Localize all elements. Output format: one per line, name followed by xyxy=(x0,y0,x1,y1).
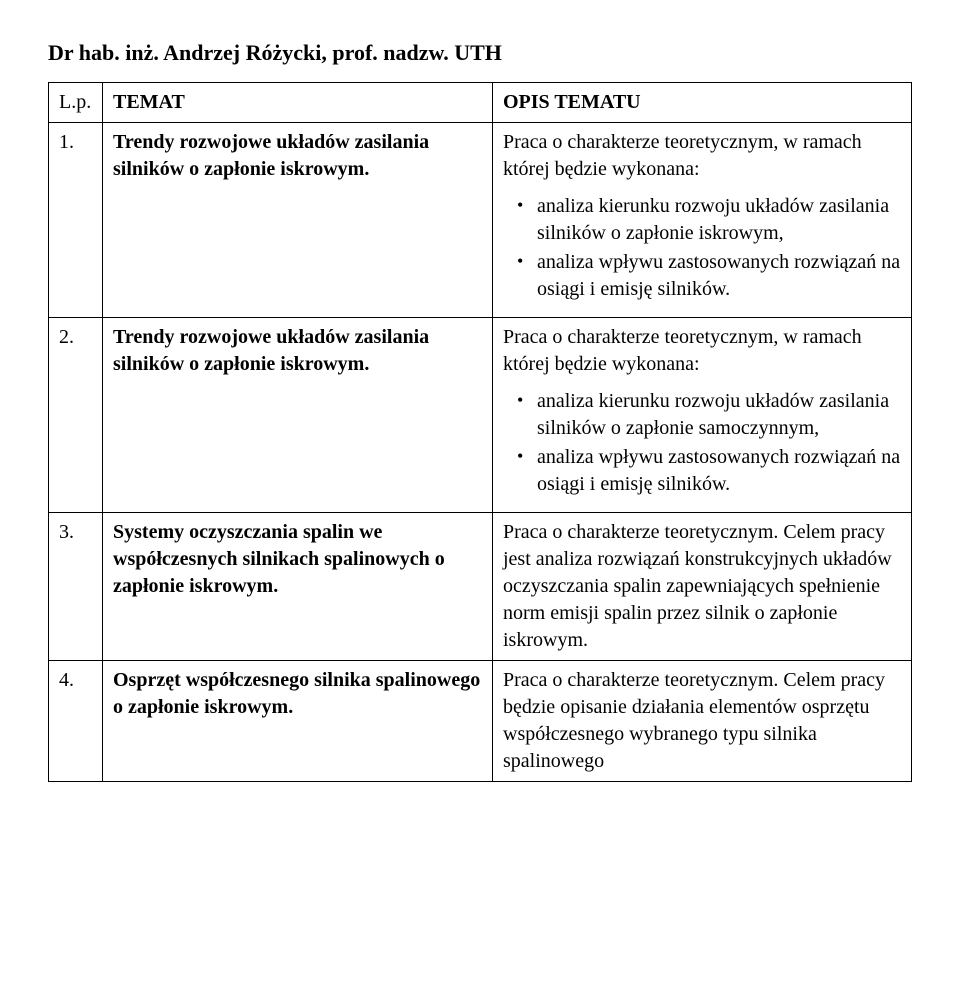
desc-intro: Praca o charakterze teoretycznym, w rama… xyxy=(503,324,901,378)
row-number: 2. xyxy=(49,318,103,513)
header-opis: OPIS TEMATU xyxy=(493,83,912,123)
bullet-item: analiza wpływu zastosowanych rozwiązań n… xyxy=(537,249,901,303)
header-temat: TEMAT xyxy=(103,83,493,123)
bullet-item: analiza wpływu zastosowanych rozwiązań n… xyxy=(537,444,901,498)
row-topic: Trendy rozwojowe układów zasilania silni… xyxy=(103,318,493,513)
row-description: Praca o charakterze teoretycznym, w rama… xyxy=(493,318,912,513)
header-lp: L.p. xyxy=(49,83,103,123)
row-number: 1. xyxy=(49,123,103,318)
author-name: Dr hab. inż. Andrzej Różycki, prof. nadz… xyxy=(48,40,912,66)
table-row: 2. Trendy rozwojowe układów zasilania si… xyxy=(49,318,912,513)
bullet-item: analiza kierunku rozwoju układów zasilan… xyxy=(537,193,901,247)
bullet-item: analiza kierunku rozwoju układów zasilan… xyxy=(537,388,901,442)
row-number: 3. xyxy=(49,513,103,661)
row-number: 4. xyxy=(49,661,103,782)
table-header-row: L.p. TEMAT OPIS TEMATU xyxy=(49,83,912,123)
desc-bullets: analiza kierunku rozwoju układów zasilan… xyxy=(503,193,901,303)
row-topic: Osprzęt współczesnego silnika spalinoweg… xyxy=(103,661,493,782)
row-description: Praca o charakterze teoretycznym. Celem … xyxy=(493,513,912,661)
row-topic: Trendy rozwojowe układów zasilania silni… xyxy=(103,123,493,318)
row-description: Praca o charakterze teoretycznym, w rama… xyxy=(493,123,912,318)
table-row: 1. Trendy rozwojowe układów zasilania si… xyxy=(49,123,912,318)
topics-table: L.p. TEMAT OPIS TEMATU 1. Trendy rozwojo… xyxy=(48,82,912,782)
desc-bullets: analiza kierunku rozwoju układów zasilan… xyxy=(503,388,901,498)
row-topic: Systemy oczyszczania spalin we współczes… xyxy=(103,513,493,661)
desc-intro: Praca o charakterze teoretycznym, w rama… xyxy=(503,129,901,183)
table-row: 3. Systemy oczyszczania spalin we współc… xyxy=(49,513,912,661)
row-description: Praca o charakterze teoretycznym. Celem … xyxy=(493,661,912,782)
table-row: 4. Osprzęt współczesnego silnika spalino… xyxy=(49,661,912,782)
